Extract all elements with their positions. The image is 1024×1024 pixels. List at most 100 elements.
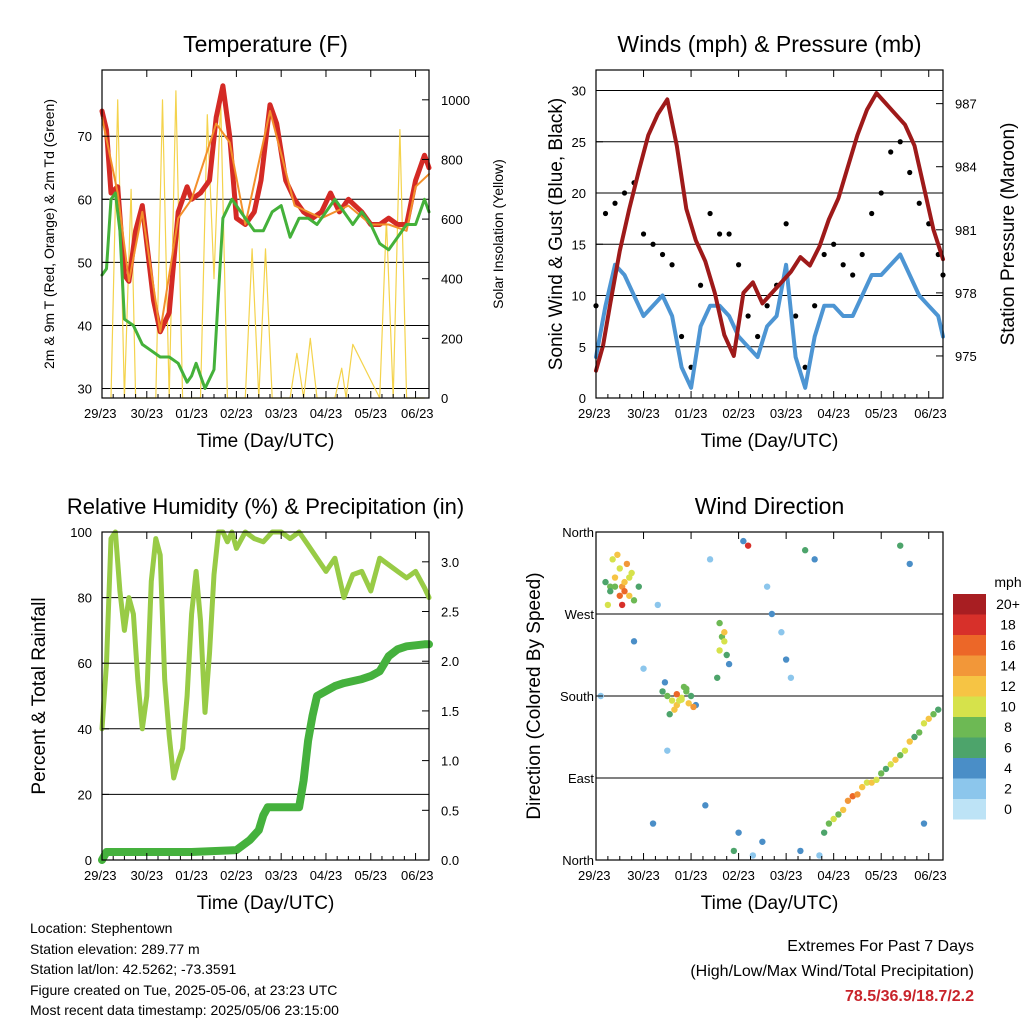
gust-point: [650, 241, 656, 247]
wind-direction-point: [716, 619, 723, 627]
temp-9m-line: [101, 110, 430, 333]
wind-direction-point: [782, 656, 790, 663]
colorbar-swatch: [953, 778, 986, 799]
y-tick-label: 30: [572, 84, 586, 99]
y-tick-label: 30: [78, 382, 92, 397]
y-tick-label-right: 981: [955, 223, 977, 238]
station-info: Location: Stephentown Station elevation:…: [30, 918, 339, 1021]
gust-point: [745, 313, 751, 319]
x-tick-label: 04/23: [817, 868, 850, 883]
x-tick-label: 03/23: [770, 868, 803, 883]
y-axis-label: Sonic Wind & Gust (Blue, Black): [546, 98, 567, 370]
gust-point: [707, 210, 713, 217]
y-axis-label: Direction (Colored By Speed): [524, 572, 545, 819]
x-tick-label: 01/23: [675, 868, 708, 883]
y-tick-label: 10: [572, 289, 586, 304]
wind-direction-point: [892, 756, 899, 763]
wind-direction-point: [607, 583, 614, 590]
gust-point: [602, 210, 609, 217]
x-tick-label: 05/23: [354, 868, 387, 883]
x-tick-label: 04/23: [817, 406, 850, 421]
wind-direction-point: [882, 765, 890, 773]
y-tick-label: 20: [572, 186, 586, 201]
y-tick-label-right: 800: [441, 152, 463, 167]
wind-direction-point: [778, 629, 785, 636]
gust-point: [812, 303, 818, 309]
wind-direction-point: [920, 820, 928, 827]
y-tick-label: West: [565, 607, 595, 622]
wind-direction-point: [659, 688, 666, 695]
gust-point: [726, 231, 732, 237]
wind-direction-point: [873, 776, 880, 784]
y-axis-label: 2m & 9m T (Red, Orange) & 2m Td (Green): [41, 99, 57, 369]
x-tick-label: 06/23: [914, 868, 947, 883]
wind-direction-point: [714, 674, 721, 681]
wind-direction-point: [906, 560, 913, 568]
wind-direction-point: [609, 556, 616, 563]
colorbar-label: 18: [1000, 617, 1016, 633]
wind-direction-point: [721, 629, 728, 636]
gust-point: [755, 333, 761, 340]
x-tick-label: 30/23: [627, 406, 660, 421]
x-tick-label: 05/23: [865, 868, 898, 883]
x-tick-label: 29/23: [84, 868, 117, 883]
gust-point: [831, 241, 837, 247]
gust-point: [697, 282, 704, 288]
wind-direction-point: [611, 583, 619, 590]
extremes-box: Extremes For Past 7 Days (High/Low/Max W…: [690, 934, 974, 1009]
wind-direction-point: [721, 638, 728, 645]
x-tick-label: 03/23: [265, 406, 298, 421]
y-tick-label: 20: [78, 787, 92, 802]
wind-direction-point: [916, 729, 923, 736]
y-tick-label: 40: [78, 722, 92, 737]
wind-direction-point: [664, 692, 671, 700]
y-tick-label-right: 0.5: [441, 803, 459, 818]
wind-direction-point: [666, 711, 673, 718]
y-tick-label: 80: [78, 591, 92, 606]
x-tick-label: 29/23: [84, 406, 117, 421]
recent-text: Most recent data timestamp: 2025/05/06 2…: [30, 1002, 339, 1018]
wind-direction-point: [602, 578, 609, 586]
extremes-value: 78.5/36.9/18.7/2.2: [845, 988, 974, 1005]
gust-point: [659, 251, 666, 258]
gust-point: [793, 313, 799, 319]
y-tick-label-right: 984: [955, 160, 977, 175]
wind-direction-point: [887, 761, 894, 768]
wind-direction-point: [723, 651, 730, 659]
x-tick-label: 06/23: [401, 868, 434, 883]
wind-direction-point: [740, 537, 747, 545]
wind-direction-point: [730, 847, 738, 855]
y-tick-label-right: 987: [955, 97, 977, 112]
y-tick-label-right: 0.0: [441, 853, 459, 868]
wind-direction-point: [635, 583, 642, 590]
x-tick-label: 29/23: [578, 406, 611, 421]
colorbar-label: 4: [1004, 760, 1012, 776]
x-tick-label: 05/23: [865, 406, 898, 421]
colorbar-label: 2: [1004, 781, 1012, 797]
y-tick-label: 25: [572, 135, 586, 150]
wind-direction-point: [816, 852, 823, 859]
wind-direction-point: [678, 696, 685, 703]
x-tick-label: 01/23: [675, 406, 708, 421]
wind-direction-point: [925, 715, 932, 722]
colorbar-label: 16: [1000, 637, 1016, 653]
x-tick-label: 04/23: [310, 868, 343, 883]
wind-direction-point: [759, 838, 766, 845]
wind-direction-point: [863, 779, 871, 786]
location-text: Location: Stephentown: [30, 920, 173, 936]
x-tick-label: 29/23: [578, 868, 611, 883]
y-tick-label-right: 600: [441, 212, 463, 227]
panel-title: Temperature (F): [183, 31, 348, 57]
wind-direction-point: [611, 574, 619, 581]
wind-direction-point: [668, 697, 676, 704]
x-tick-label: 30/23: [131, 406, 164, 421]
colorbar-label: 8: [1004, 719, 1012, 735]
y-axis-label-right: Solar Insolation (Yellow): [490, 159, 506, 309]
wind-direction-point: [614, 551, 621, 558]
x-tick-label: 04/23: [310, 406, 343, 421]
wind-direction-point: [616, 565, 623, 572]
x-tick-label: 01/23: [175, 406, 208, 421]
y-tick-label: North: [562, 525, 594, 540]
y-tick-label: 15: [572, 237, 586, 252]
